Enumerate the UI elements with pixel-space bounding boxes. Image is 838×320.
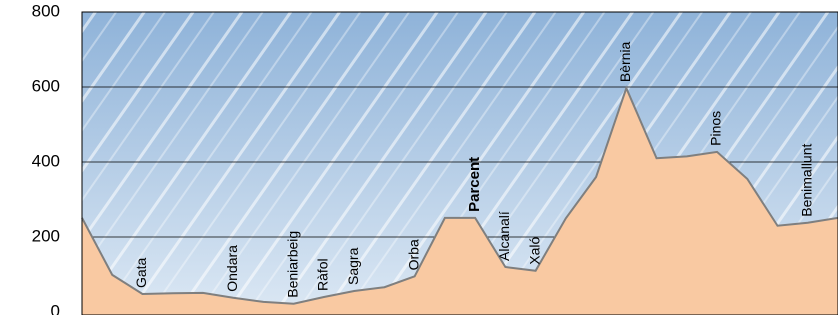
peak-label: Ràfol bbox=[315, 258, 331, 291]
peak-label: Xaló bbox=[526, 237, 542, 265]
y-tick-label: 200 bbox=[32, 226, 60, 245]
peak-label: Beniarbeig bbox=[284, 231, 300, 298]
peak-label: Alcanalí bbox=[496, 211, 512, 261]
y-tick-label: 600 bbox=[32, 76, 60, 95]
chart: Gata Ondara Beniarbeig Ràfol Sagra Orba Parcen… bbox=[0, 0, 838, 315]
peak-label: Sagra bbox=[345, 247, 361, 285]
y-tick-label: 0 bbox=[51, 301, 60, 315]
peak-label: Parcent bbox=[466, 157, 483, 212]
page: {"chart_data": {"type": "area", "categor… bbox=[0, 0, 838, 315]
y-tick-label: 400 bbox=[32, 151, 60, 170]
peak-label: Orba bbox=[405, 239, 421, 270]
peak-label: Bèrnia bbox=[617, 41, 633, 82]
y-tick-label: 800 bbox=[32, 1, 60, 20]
peak-label: Gata bbox=[133, 257, 149, 288]
peak-label: Pinos bbox=[708, 111, 724, 146]
peak-label: Benimallunt bbox=[798, 143, 814, 216]
peak-label: Ondara bbox=[224, 245, 240, 292]
